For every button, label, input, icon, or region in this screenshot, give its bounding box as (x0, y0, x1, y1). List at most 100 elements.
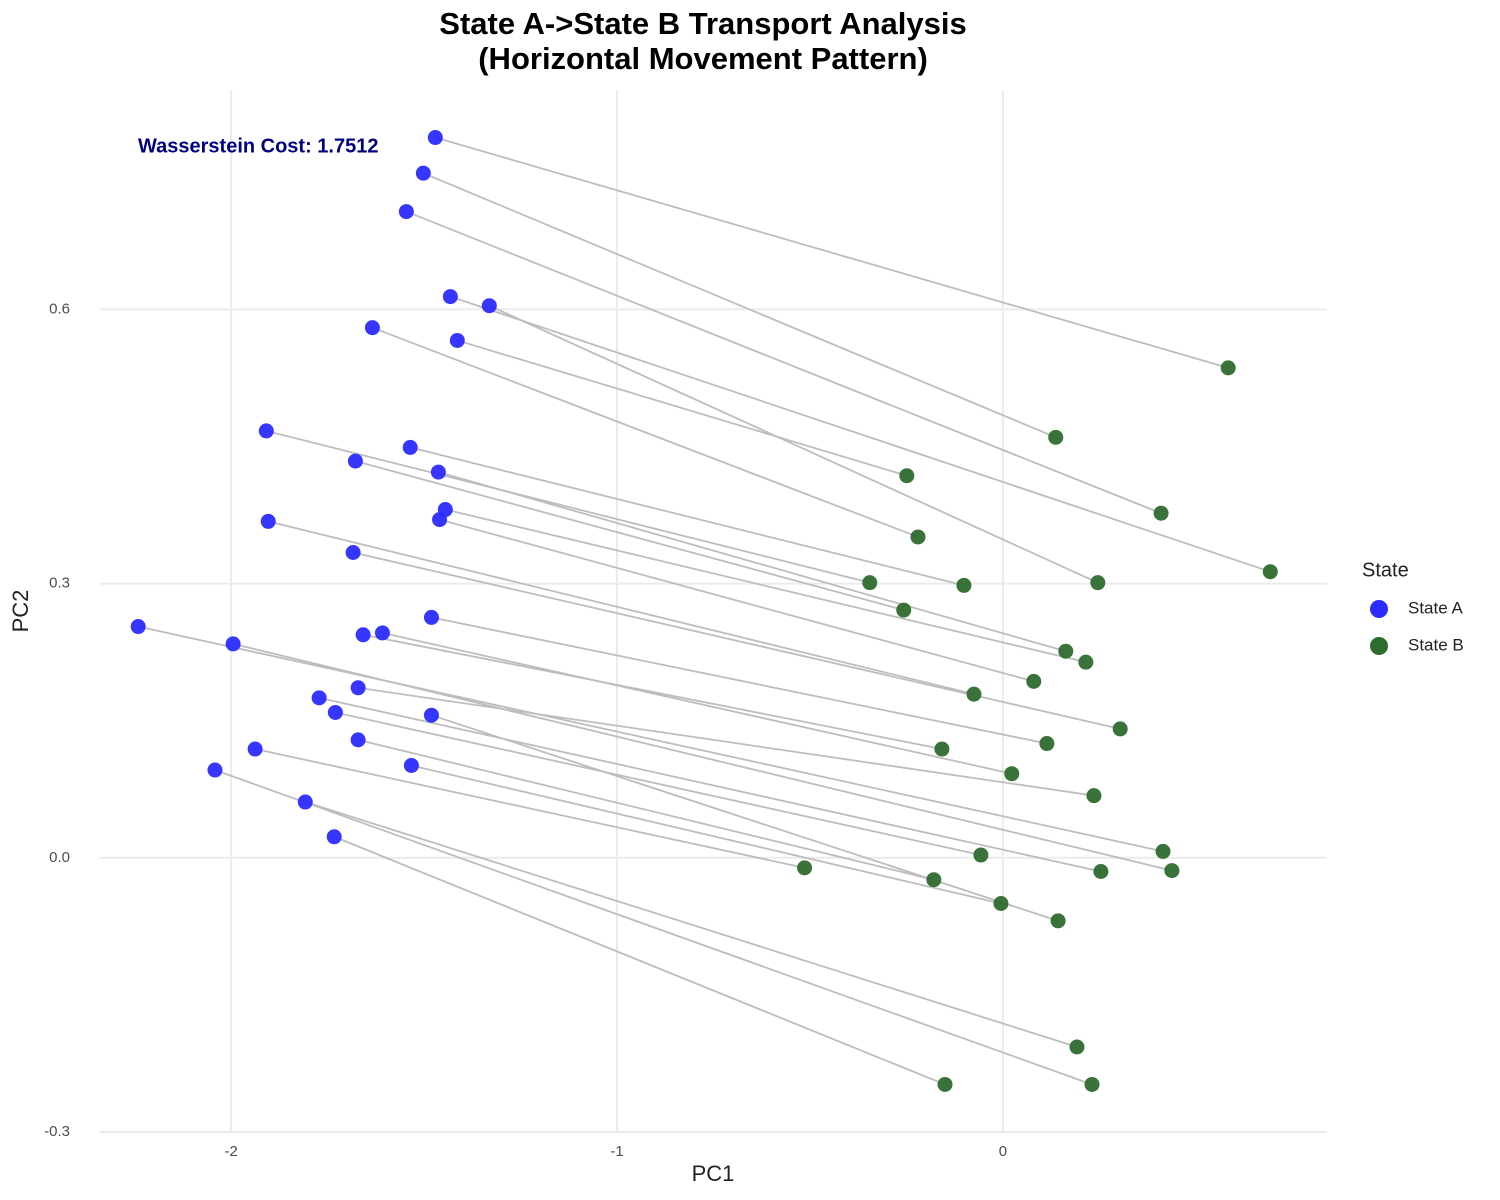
transport-link (355, 460, 904, 611)
point (427, 130, 443, 146)
point (374, 625, 390, 641)
point (973, 847, 989, 863)
point (423, 609, 439, 625)
y-axis-label: PC2 (8, 590, 33, 633)
transport-link (411, 764, 1002, 905)
point (1069, 1039, 1085, 1055)
point (1026, 673, 1042, 689)
point (258, 423, 274, 439)
transport-link (445, 508, 1087, 664)
transport-link (214, 769, 1093, 1086)
y-tick-label: 0.3 (49, 575, 70, 592)
transport-link (382, 632, 1012, 775)
x-tick-label: -1 (610, 1143, 623, 1160)
point (207, 762, 223, 778)
point (966, 686, 982, 702)
point (350, 680, 366, 696)
point (1112, 721, 1128, 737)
chart-title: State A->State B Transport Analysis (439, 6, 966, 41)
point (1086, 788, 1102, 804)
point (1153, 505, 1169, 521)
y-tick-label: -0.3 (44, 1123, 70, 1140)
transport-link (357, 739, 935, 881)
point (311, 690, 327, 706)
point (327, 704, 343, 720)
point (899, 468, 915, 484)
transport-link (488, 304, 1099, 584)
point (1058, 643, 1074, 659)
point (797, 860, 813, 876)
legend-marker (1370, 600, 1388, 618)
point (402, 439, 418, 455)
annotation: Wasserstein Cost: 1.7512 (138, 135, 378, 157)
point (415, 165, 431, 181)
point (934, 741, 950, 757)
transport-link (372, 326, 919, 538)
point (1048, 429, 1064, 445)
transport-link (410, 446, 965, 587)
point (1084, 1076, 1100, 1092)
point (937, 1076, 953, 1092)
point (350, 732, 366, 748)
point (1155, 843, 1171, 859)
transport-link (352, 551, 1121, 730)
transport-link (232, 643, 1173, 872)
x-axis-label: PC1 (692, 1161, 735, 1186)
point (956, 577, 972, 593)
x-tick-label: 0 (999, 1143, 1007, 1160)
point (993, 895, 1009, 911)
transport-link (268, 520, 975, 696)
point (1050, 913, 1066, 929)
point (430, 464, 446, 480)
transport-link (254, 748, 805, 869)
point (347, 453, 363, 469)
legend-marker (1370, 637, 1388, 655)
point (862, 575, 878, 591)
transport-link (422, 172, 1057, 439)
point (1039, 736, 1055, 752)
y-tick-label: 0.0 (49, 849, 70, 866)
x-tick-label: -2 (225, 1143, 238, 1160)
point (326, 829, 342, 845)
transport-link (457, 339, 908, 477)
point (1078, 654, 1094, 670)
point (130, 619, 146, 635)
transport-link (450, 295, 1271, 573)
transport-link (333, 835, 946, 1086)
point (1090, 575, 1106, 591)
transport-link (435, 136, 1229, 369)
point (442, 289, 458, 305)
legend-label: State B (1408, 635, 1464, 654)
point (449, 332, 465, 348)
point (260, 513, 276, 529)
point (423, 707, 439, 723)
legend-label: State A (1408, 598, 1463, 617)
point (297, 794, 313, 810)
point (481, 298, 497, 314)
point (1220, 360, 1236, 376)
y-tick-label: 0.6 (49, 300, 70, 317)
point (896, 602, 912, 618)
point (1004, 766, 1020, 782)
point (432, 512, 448, 528)
point (1093, 864, 1109, 879)
transport-link (304, 801, 1078, 1048)
point (926, 872, 942, 888)
point (355, 627, 371, 643)
transport-link (266, 430, 870, 584)
transport-link (318, 696, 1102, 873)
point (345, 545, 361, 561)
transport-link (431, 714, 1059, 922)
legend-title: State (1362, 559, 1409, 581)
point (1262, 564, 1278, 580)
point (225, 636, 241, 652)
point (364, 320, 380, 336)
point (910, 529, 926, 545)
transport-link (138, 625, 1164, 853)
point (403, 757, 419, 773)
transport-link (358, 686, 1095, 797)
transport-link (362, 633, 943, 750)
transport-link (335, 711, 982, 856)
point (398, 204, 414, 220)
transport-link (439, 518, 1034, 683)
